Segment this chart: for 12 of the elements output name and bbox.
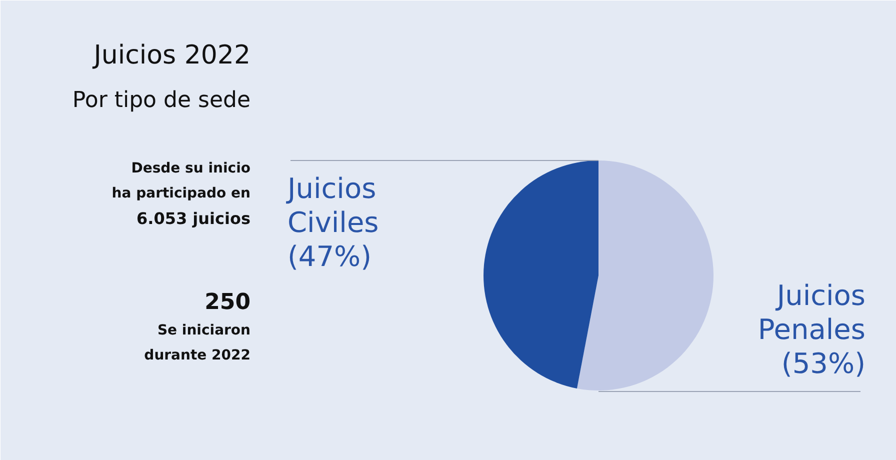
text: 250 (204, 290, 251, 315)
text: 6.053 juicios (136, 209, 251, 228)
text: ha participado en (112, 186, 251, 202)
data-label: (47%) (288, 240, 372, 273)
data-label: (53%) (781, 347, 866, 380)
chart-title: Juicios 2022 (92, 40, 251, 70)
text: Se iniciaron (157, 322, 251, 338)
text: Desde su inicio (131, 160, 251, 176)
slice-label: Juicios Penales (758, 279, 866, 346)
slice-label: Juicios Civiles (286, 172, 379, 239)
chart-subtitle: Por tipo de sede (72, 88, 251, 113)
text: durante 2022 (144, 348, 251, 364)
